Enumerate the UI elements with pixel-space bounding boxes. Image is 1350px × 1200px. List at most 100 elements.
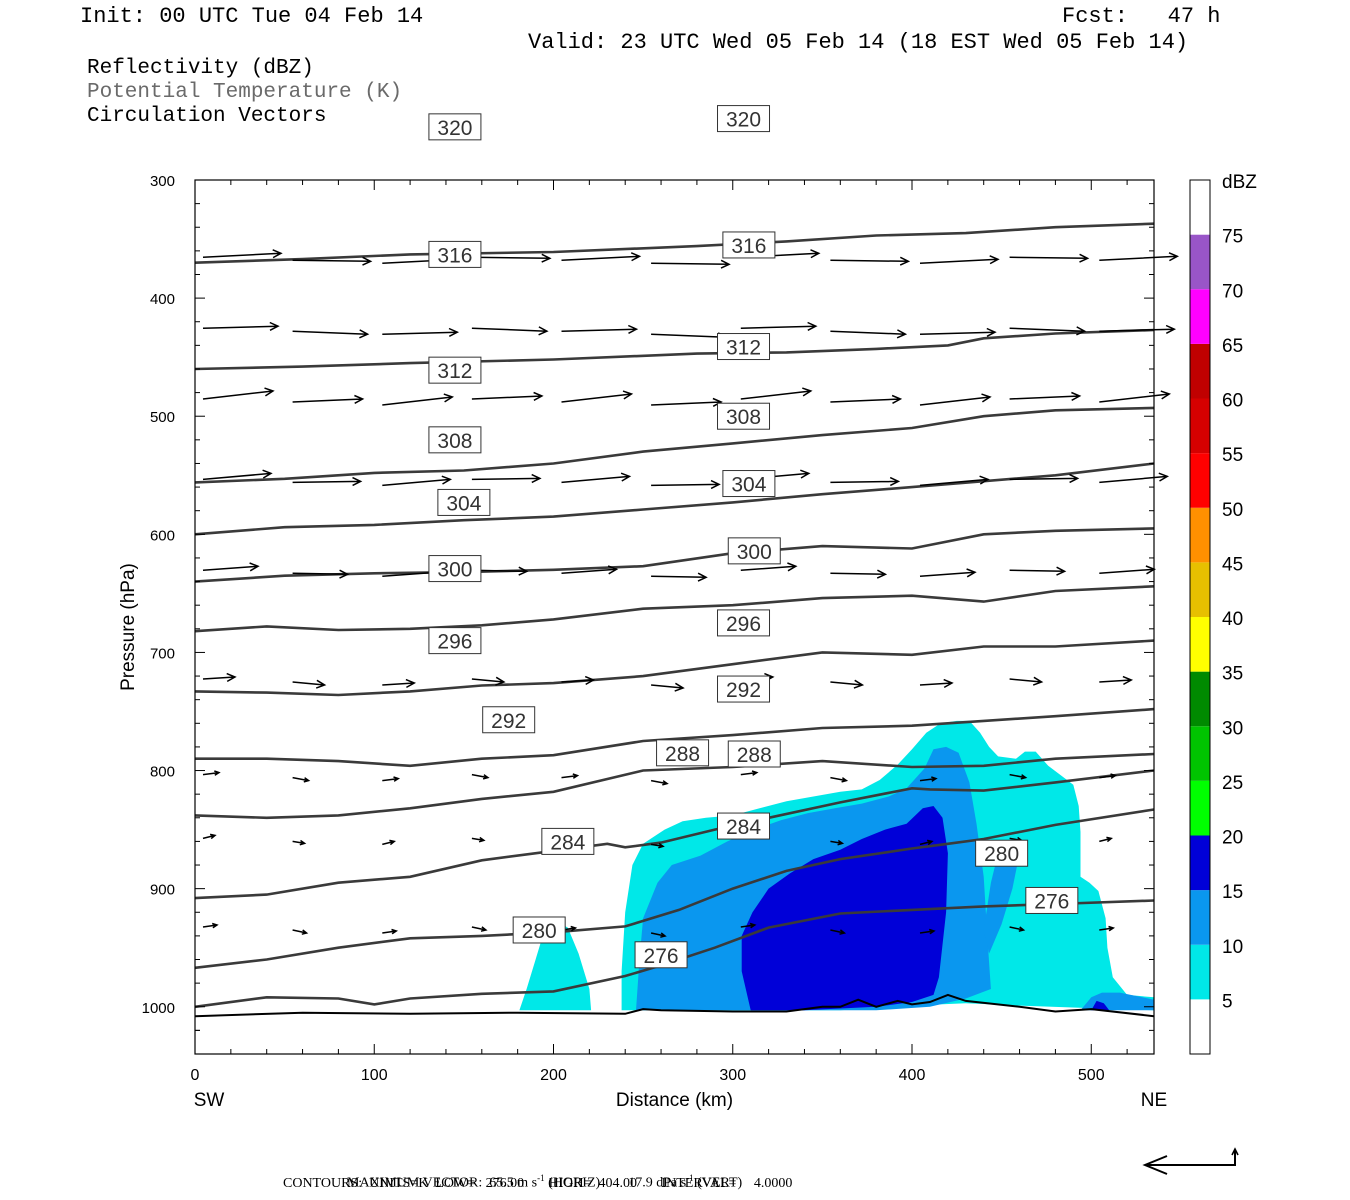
isentrope-label-box xyxy=(727,740,781,768)
reflectivity-15-area-0 xyxy=(741,806,948,1011)
circulation-vector xyxy=(919,393,992,406)
circulation-vector xyxy=(561,675,596,686)
colorbar-segment xyxy=(1190,562,1210,617)
colorbar-tick-label: 20 xyxy=(1222,828,1243,849)
circulation-vector xyxy=(1099,836,1113,843)
circulation-vector xyxy=(292,569,350,579)
isentrope-276 xyxy=(194,899,1155,1009)
circulation-vector xyxy=(830,569,888,579)
isentrope-label-box xyxy=(717,105,771,133)
x-tick-label: 400 xyxy=(899,1067,926,1084)
circulation-vector xyxy=(650,932,667,938)
colorbar-tick-label: 75 xyxy=(1222,227,1243,248)
isentrope-label-300: 300 xyxy=(737,541,772,564)
circulation-vector xyxy=(651,397,723,407)
circulation-vector xyxy=(830,929,847,935)
isentrope-label-284: 284 xyxy=(550,831,585,854)
colorbar-tick-label: 55 xyxy=(1222,445,1243,466)
isentrope-label-box xyxy=(656,739,710,767)
circulation-vector xyxy=(830,329,908,339)
isentrope-280 xyxy=(194,808,1155,970)
circulation-vector xyxy=(830,394,903,404)
field-theta: Potential Temperature (K) xyxy=(87,81,403,104)
isentrope-label-box xyxy=(722,231,776,259)
colorbar-segment xyxy=(1190,289,1210,344)
circulation-vector xyxy=(650,779,669,786)
x-end-label-ne: NE xyxy=(1141,1090,1167,1111)
isentrope-label-276: 276 xyxy=(1034,890,1069,913)
isentrope-label-320: 320 xyxy=(726,109,761,132)
circulation-vector xyxy=(919,255,1000,265)
circulation-vector xyxy=(1099,390,1172,403)
colorbar-tick-label: 35 xyxy=(1222,664,1243,685)
circulation-vector xyxy=(561,252,642,262)
isentrope-label-box xyxy=(717,675,771,703)
y-tick-label: 800 xyxy=(150,764,175,781)
circulation-vector xyxy=(292,476,363,487)
x-axis-title: Distance (km) xyxy=(616,1090,733,1111)
circulation-vector xyxy=(471,391,544,401)
colorbar-segment xyxy=(1190,180,1210,235)
x-tick-label: 100 xyxy=(361,1067,388,1084)
circulation-vector xyxy=(1099,565,1157,575)
circulation-vector xyxy=(651,572,708,582)
circulation-vector xyxy=(1009,326,1087,336)
circulation-vector xyxy=(1099,472,1170,484)
circulation-vector xyxy=(561,565,619,575)
isentrope-296 xyxy=(194,639,1155,697)
circulation-vector xyxy=(471,926,488,932)
colorbar: 5 10 15 20 25 30 35 40 45 50 55 60 65 70 75 dBZ xyxy=(1189,172,1257,1055)
circulation-vector xyxy=(202,387,275,400)
isentrope-label-box xyxy=(512,916,566,944)
circulation-vector xyxy=(1009,926,1026,932)
circulation-vector xyxy=(202,833,217,840)
y-tick-label: 300 xyxy=(150,173,175,190)
max-horiz-exp: -1 xyxy=(537,1173,545,1183)
plot-frame xyxy=(194,179,1155,1055)
circulation-vector xyxy=(1009,676,1044,686)
circulation-vector xyxy=(382,678,417,689)
horiz-unit: (HORIZ) xyxy=(544,1175,601,1191)
colorbar-segment xyxy=(1190,999,1210,1054)
x-tick-label: 200 xyxy=(540,1067,567,1084)
colorbar-segment xyxy=(1190,453,1210,508)
colorbar-tick-label: 50 xyxy=(1222,500,1243,521)
circulation-vector xyxy=(651,259,731,269)
isentrope-label-288: 288 xyxy=(737,744,772,767)
circulation-vector xyxy=(740,321,818,331)
circulation-vector xyxy=(382,839,396,846)
circulation-vector xyxy=(382,393,455,406)
max-vert-exp: -1 xyxy=(686,1173,694,1183)
isentrope-304 xyxy=(194,527,1155,583)
circulation-vector xyxy=(740,922,757,929)
isentrope-label-296: 296 xyxy=(726,613,761,636)
circulation-vector xyxy=(292,776,311,783)
isentrope-label-304: 304 xyxy=(731,474,766,497)
isentrope-308 xyxy=(194,462,1155,536)
y-tick-label: 500 xyxy=(150,409,175,426)
isentrope-label-box xyxy=(722,470,776,498)
isentrope-label-320: 320 xyxy=(437,117,472,140)
circulation-vector xyxy=(292,256,373,266)
circulation-vector xyxy=(830,476,901,487)
isentrope-label-box xyxy=(428,627,482,655)
x-end-label-sw: SW xyxy=(194,1090,225,1111)
circulation-vector xyxy=(202,562,260,572)
isentrope-label-288: 288 xyxy=(665,743,700,766)
circulation-vector xyxy=(740,387,813,400)
circulation-vector xyxy=(292,929,309,935)
isentrope-label-280: 280 xyxy=(984,843,1019,866)
colorbar-tick-label: 65 xyxy=(1222,336,1243,357)
isentrope-label-box xyxy=(437,488,491,516)
circulation-vector xyxy=(202,321,280,331)
isentrope-label-312: 312 xyxy=(726,337,761,360)
isentrope-label-box xyxy=(634,941,688,969)
circulation-vector xyxy=(830,256,911,266)
circulation-vector xyxy=(202,922,219,929)
isentrope-label-box xyxy=(428,426,482,454)
colorbar-frame xyxy=(1189,179,1211,1055)
circulation-vector xyxy=(471,676,506,686)
isentrope-316 xyxy=(194,328,1155,371)
y-axis-title: Pressure (hPa) xyxy=(118,563,139,691)
isentrope-label-300: 300 xyxy=(437,559,472,582)
